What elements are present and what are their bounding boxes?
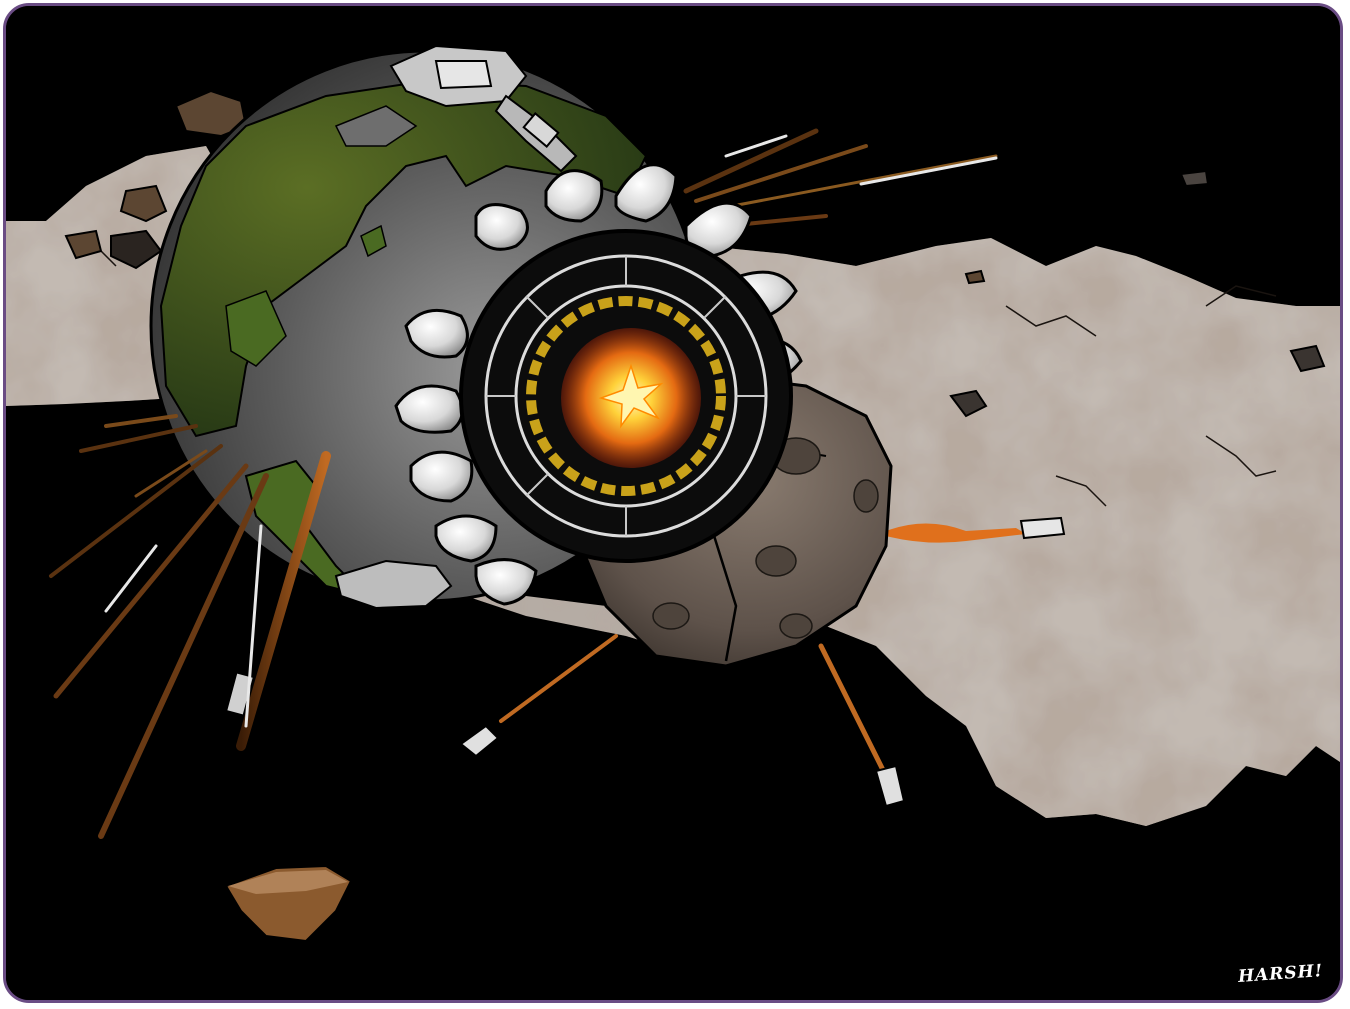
- missile-icon: [683, 128, 998, 228]
- missile-icon: [459, 516, 1066, 808]
- missile-icon: [49, 414, 331, 839]
- space-station-icon: [334, 163, 803, 610]
- space-station-icon: [389, 44, 578, 173]
- artwork-frame: HARSH!: [3, 3, 1343, 1003]
- space-battle-illustration: [6, 6, 1340, 1000]
- asteroid-icon: [228, 870, 348, 894]
- explosion-icon: [598, 363, 664, 429]
